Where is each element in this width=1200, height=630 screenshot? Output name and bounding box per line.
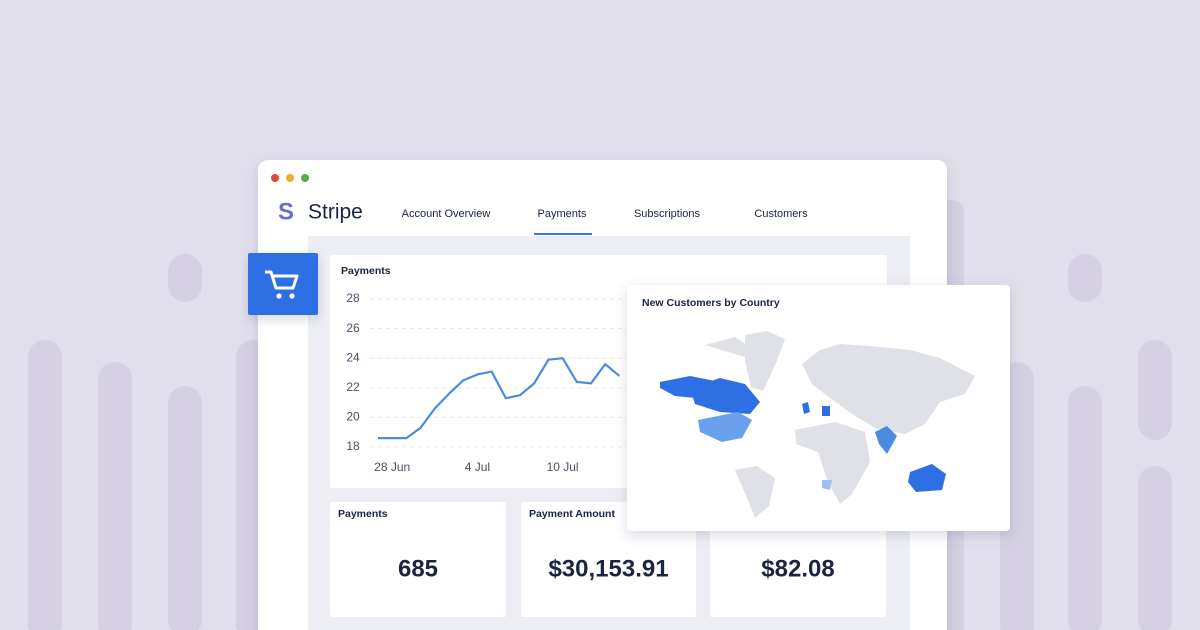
kpi-value: $82.08 — [761, 555, 834, 582]
payments-line — [378, 357, 621, 440]
nav-bar: Account Overview Payments Subscriptions Cus… — [402, 208, 808, 235]
y-tick-label: 28 — [346, 291, 360, 305]
y-tick-label: 18 — [346, 439, 360, 453]
x-tick-label: 4 Jul — [465, 460, 490, 474]
chart-title: Payments — [341, 265, 391, 277]
map-title: New Customers by Country — [642, 297, 780, 309]
nav-item[interactable]: Payments — [538, 208, 587, 220]
kpi-title: Payment Amount — [529, 508, 615, 520]
y-tick-label: 24 — [346, 350, 360, 364]
nav-item[interactable]: Account Overview — [402, 208, 491, 220]
world-map — [660, 331, 975, 518]
map-card — [627, 285, 1010, 531]
background-decoration — [28, 200, 1172, 630]
y-tick-label: 26 — [346, 321, 360, 335]
nav-active-underline — [534, 233, 592, 235]
cart-icon — [265, 270, 299, 290]
kpi-title: Payments — [338, 508, 388, 520]
nav-item[interactable]: Subscriptions — [634, 208, 701, 220]
cart-wheel — [276, 293, 282, 299]
kpi-value: $30,153.91 — [548, 555, 668, 582]
nav-item[interactable]: Customers — [754, 208, 808, 220]
y-tick-label: 20 — [346, 410, 360, 424]
cart-button[interactable] — [248, 253, 318, 315]
window-dot — [271, 174, 279, 182]
y-tick-label: 22 — [346, 380, 360, 394]
x-tick-label: 28 Jun — [374, 460, 410, 474]
kpi-value: 685 — [398, 555, 438, 582]
brand-name: Stripe — [308, 201, 363, 224]
window-dot — [286, 174, 294, 182]
x-tick-label: 10 Jul — [547, 460, 579, 474]
kpi-card — [330, 502, 506, 617]
logo-mark: S — [278, 198, 294, 225]
cart-wheel — [289, 293, 295, 299]
window-dot — [301, 174, 309, 182]
